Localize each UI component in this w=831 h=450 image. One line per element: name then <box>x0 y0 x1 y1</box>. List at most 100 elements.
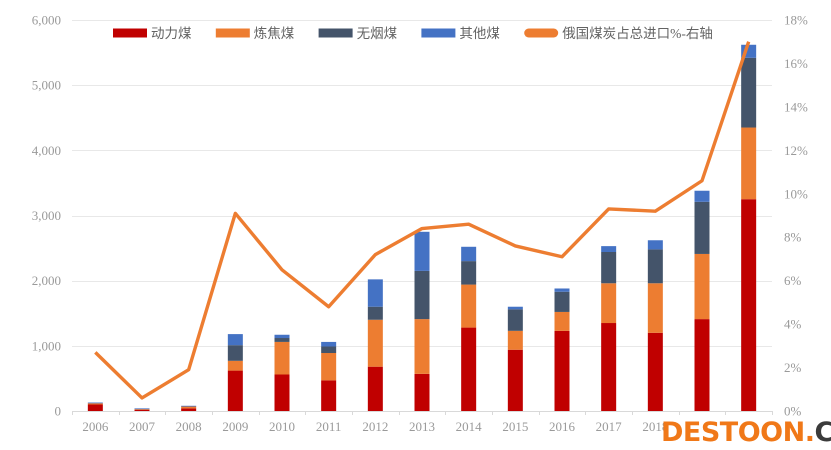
bar-segment <box>555 331 570 411</box>
legend-color-swatch <box>319 29 353 38</box>
bar-stack <box>228 334 243 411</box>
legend-item-label: 俄国煤炭占总进口%-右轴 <box>562 26 713 41</box>
legend-item-label: 其他煤 <box>459 26 500 41</box>
x-axis-tick-label: 2011 <box>316 419 342 434</box>
y-axis-left-tick-label: 6,000 <box>32 13 61 28</box>
bar-segment <box>368 367 383 411</box>
legend-item[interactable]: 无烟煤 <box>319 26 398 41</box>
bar-stack <box>461 247 476 411</box>
watermark-text: DESTOON.COM <box>661 417 831 445</box>
y-axis-left-tick-label: 2,000 <box>32 273 61 288</box>
bar-segment <box>601 252 616 283</box>
bar-segment <box>461 247 476 261</box>
legend-color-swatch <box>216 29 250 38</box>
watermark-part2: COM <box>815 417 831 445</box>
bar-stack <box>601 246 616 411</box>
bar-stack <box>181 406 196 411</box>
bar-segment <box>415 374 430 411</box>
bar-stack <box>648 240 663 411</box>
bar-segment <box>508 350 523 411</box>
y-axis-right-tick-label: 12% <box>784 143 808 158</box>
bar-segment <box>555 292 570 312</box>
bar-segment <box>695 191 710 202</box>
x-axis-tick-label: 2014 <box>456 419 483 434</box>
x-axis-tick-label: 2016 <box>549 419 576 434</box>
bar-segment <box>321 342 336 347</box>
y-axis-left-tick-label: 1,000 <box>32 338 61 353</box>
bar-segment <box>181 408 196 411</box>
x-axis-tick-label: 2010 <box>269 419 295 434</box>
y-axis-right-tick-label: 18% <box>784 13 808 28</box>
y-axis-right: 0%2%4%6%8%10%12%14%16%18% <box>784 13 808 419</box>
bar-segment <box>88 403 103 404</box>
bar-segment <box>228 334 243 345</box>
legend-item[interactable]: 炼焦煤 <box>216 26 295 41</box>
bar-segment <box>88 404 103 411</box>
legend-item[interactable]: 其他煤 <box>421 26 500 41</box>
bar-segment <box>275 375 290 411</box>
bar-segment <box>88 403 103 404</box>
bar-segment <box>508 309 523 331</box>
bar-segment <box>181 406 196 408</box>
y-axis-left-tick-label: 0 <box>55 404 62 419</box>
bar-segment <box>368 320 383 367</box>
bar-stack <box>275 335 290 411</box>
bar-segment <box>508 331 523 350</box>
legend: 动力煤 炼焦煤 无烟煤 其他煤 俄国煤炭占总进口%-右轴 <box>113 26 713 41</box>
y-axis-right-tick-label: 14% <box>784 99 808 114</box>
x-axis-tick-label: 2013 <box>409 419 435 434</box>
bar-stack <box>695 191 710 411</box>
y-axis-right-tick-label: 8% <box>784 230 802 245</box>
legend-color-swatch <box>113 29 147 38</box>
watermark-part1: DESTOON <box>661 417 805 445</box>
bar-stack <box>321 342 336 411</box>
bar-segment <box>461 328 476 411</box>
legend-item[interactable]: 俄国煤炭占总进口%-右轴 <box>524 26 713 41</box>
legend-item[interactable]: 动力煤 <box>113 26 192 41</box>
x-axis-tick-label: 2006 <box>82 419 109 434</box>
legend-line-swatch <box>524 29 558 38</box>
bar-segment <box>415 319 430 374</box>
bar-stack <box>508 307 523 411</box>
bar-segment <box>275 338 290 342</box>
bar-segment <box>228 361 243 371</box>
y-axis-right-tick-label: 4% <box>784 317 802 332</box>
bar-segment <box>508 307 523 310</box>
bar-segment <box>415 232 430 271</box>
legend-item-label: 动力煤 <box>151 26 192 41</box>
x-axis-tick-label: 2012 <box>362 419 388 434</box>
bar-stack <box>555 288 570 411</box>
watermark-separator: . <box>805 417 815 445</box>
x-axis-tick-label: 2008 <box>176 419 202 434</box>
x-axis-tick-label: 2007 <box>129 419 156 434</box>
bar-segment <box>415 271 430 319</box>
bar-segment <box>695 254 710 319</box>
bar-segment <box>601 323 616 411</box>
bar-segment <box>648 240 663 249</box>
bar-segment <box>321 346 336 353</box>
bar-segment <box>135 410 150 411</box>
bar-segment <box>368 279 383 306</box>
y-axis-right-tick-label: 10% <box>784 186 808 201</box>
bar-segment <box>648 333 663 411</box>
bar-segment <box>648 249 663 283</box>
bar-segment <box>741 199 756 411</box>
legend-item-label: 炼焦煤 <box>254 26 295 41</box>
bar-segment <box>695 319 710 411</box>
bar-segment <box>275 335 290 338</box>
bar-segment <box>601 246 616 252</box>
y-axis-left-tick-label: 5,000 <box>32 78 61 93</box>
y-axis-right-tick-label: 2% <box>784 360 802 375</box>
bar-stack <box>415 232 430 411</box>
bar-segment <box>275 342 290 375</box>
x-axis-tick-label: 2009 <box>222 419 248 434</box>
y-axis-left-tick-label: 3,000 <box>32 208 61 223</box>
legend-color-swatch <box>421 29 455 38</box>
bar-segment <box>181 406 196 407</box>
watermark: DESTOON.COM <box>661 417 831 445</box>
bar-segment <box>368 307 383 320</box>
bar-segment <box>555 288 570 291</box>
